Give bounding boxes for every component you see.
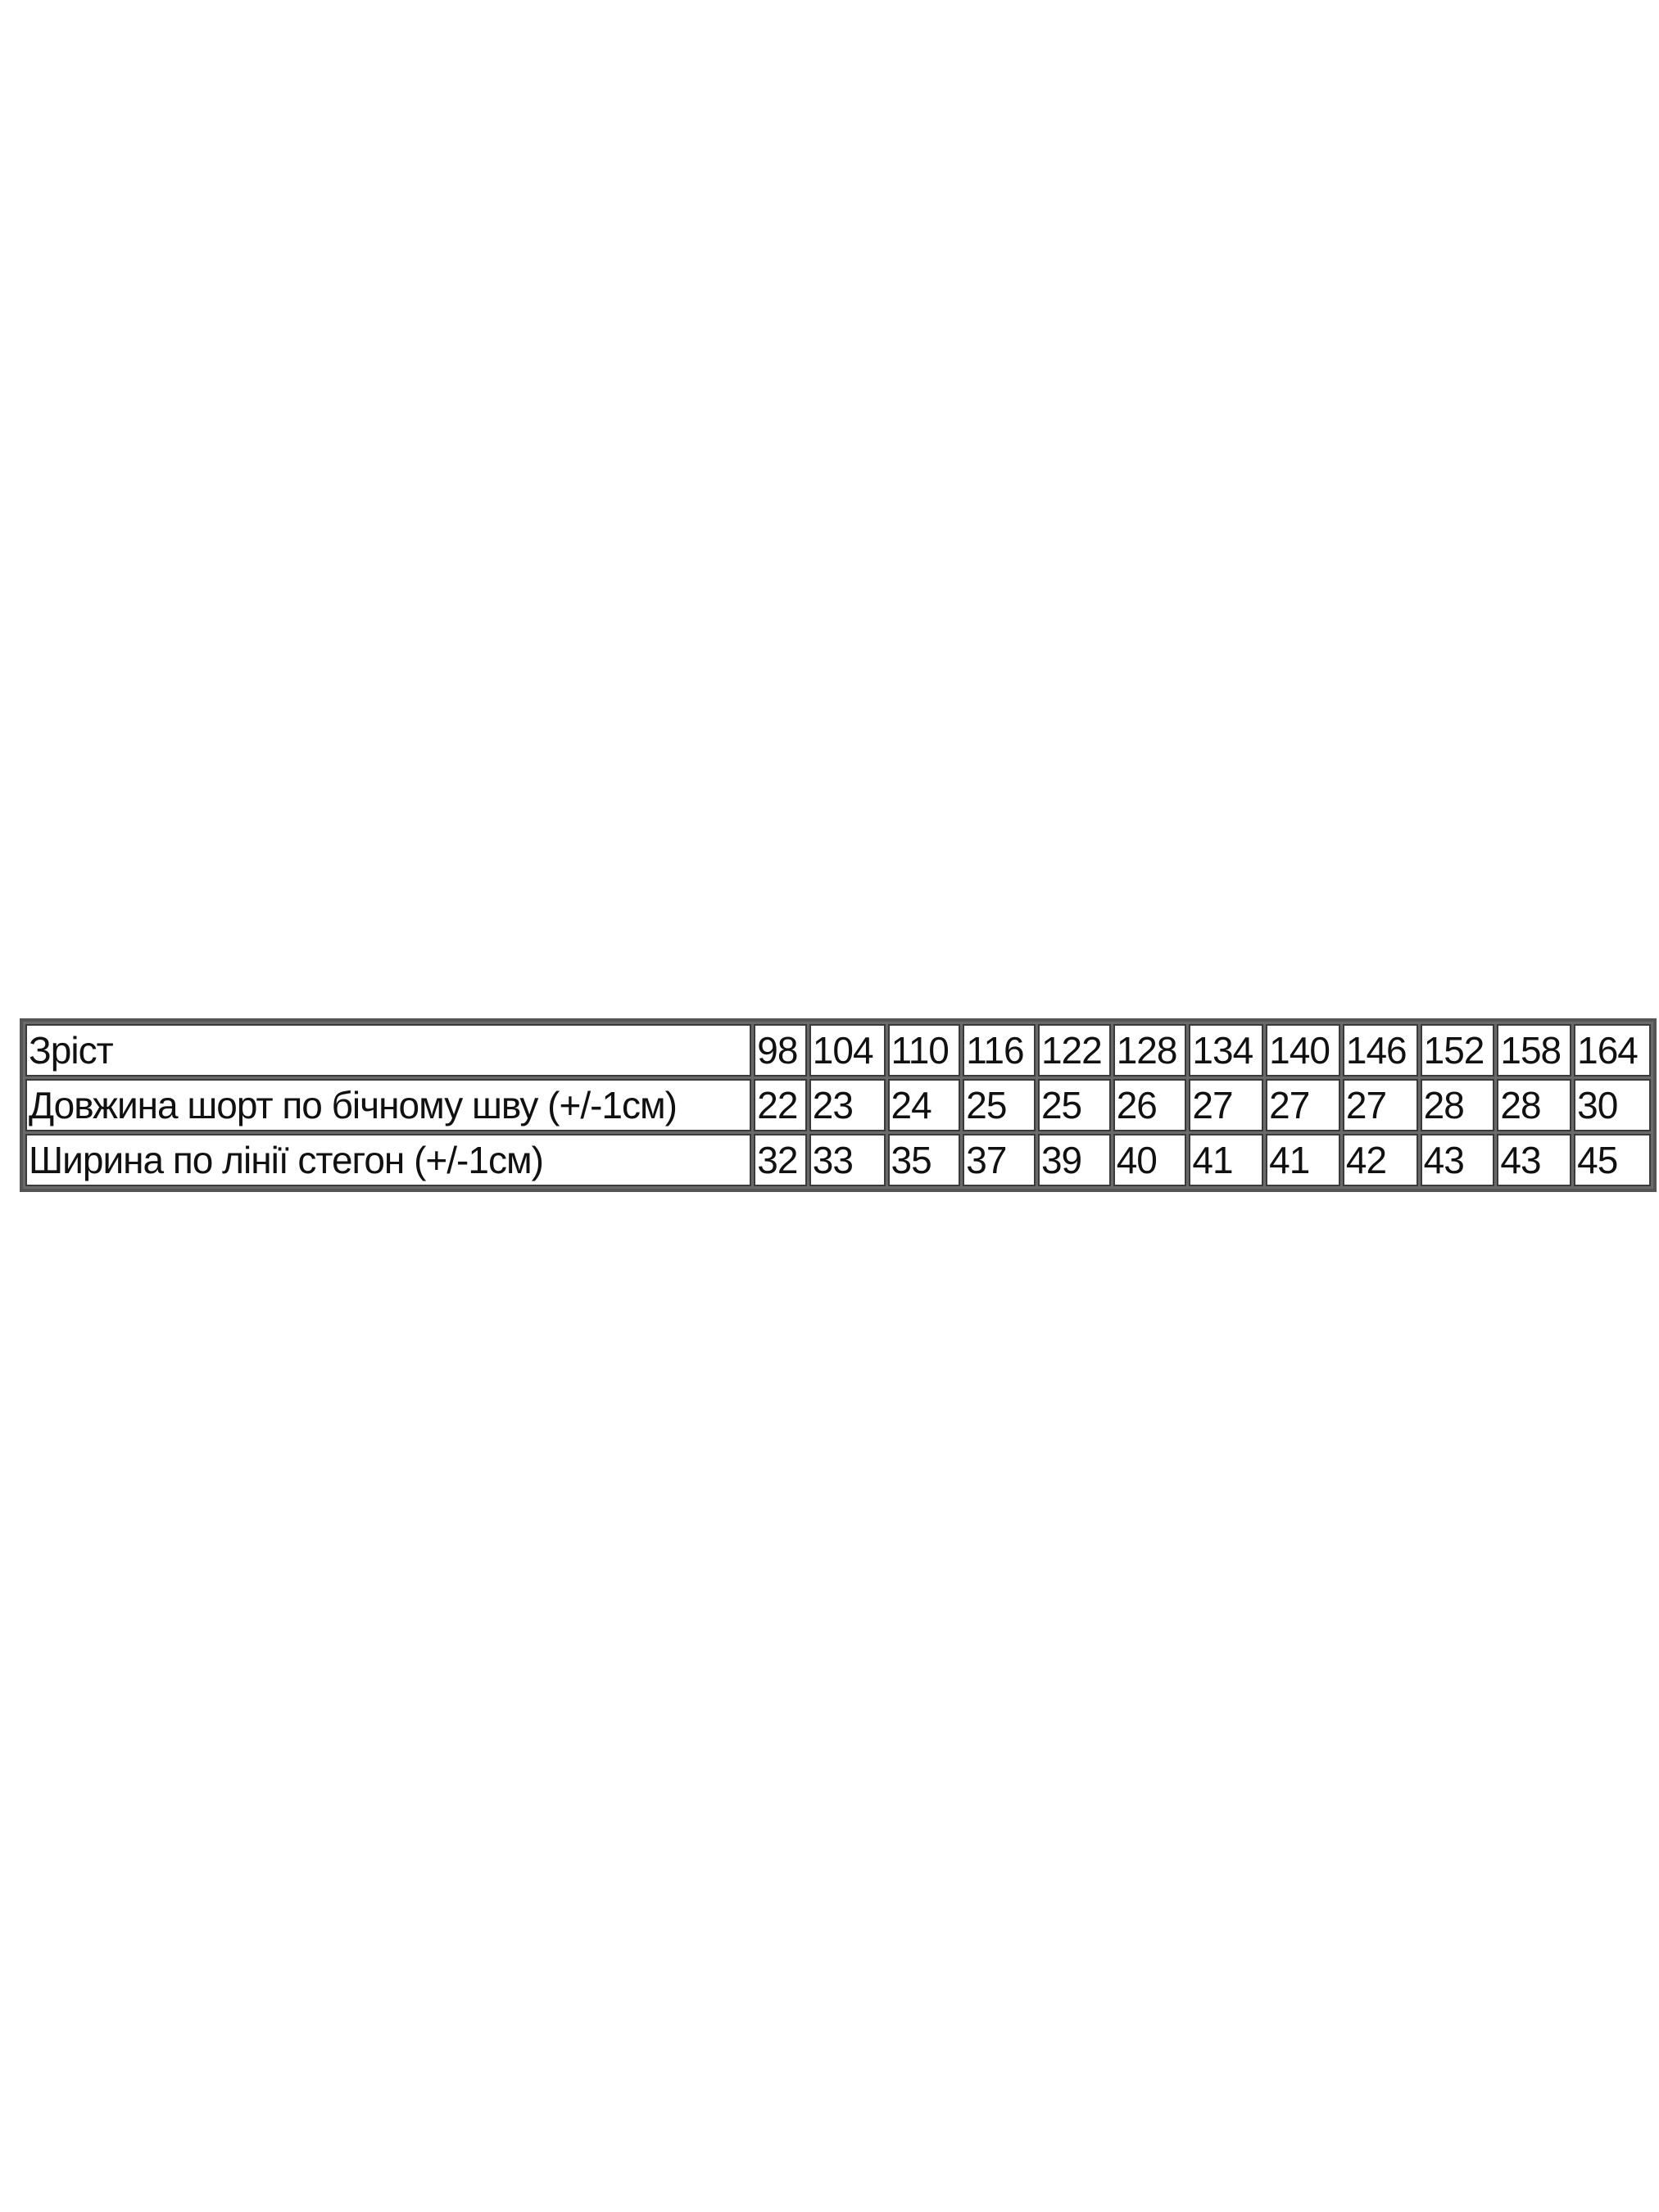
table-cell: 27: [1266, 1079, 1340, 1131]
table-cell: 110: [887, 1024, 961, 1077]
table-cell: 28: [1497, 1079, 1572, 1131]
table-cell: 128: [1113, 1024, 1187, 1077]
table-cell: 104: [809, 1024, 886, 1077]
table-row: Зріст 98 104 110 116 122 128 134 140 146 152 158 164: [25, 1024, 1651, 1077]
table-cell: 164: [1574, 1024, 1651, 1077]
table-cell: 134: [1189, 1024, 1264, 1077]
table-cell: 26: [1113, 1079, 1187, 1131]
table-cell: 30: [1574, 1079, 1651, 1131]
table-cell: 42: [1342, 1134, 1418, 1186]
table-cell: 27: [1189, 1079, 1264, 1131]
table-cell: 33: [809, 1134, 886, 1186]
table-cell: 27: [1342, 1079, 1418, 1131]
table-cell: 158: [1497, 1024, 1572, 1077]
table-cell: 25: [963, 1079, 1036, 1131]
table-cell: 146: [1342, 1024, 1418, 1077]
table-row: Ширина по лінії стегон (+/-1см) 32 33 35 37 3…: [25, 1134, 1651, 1186]
table-cell: 43: [1497, 1134, 1572, 1186]
table-cell: 43: [1420, 1134, 1495, 1186]
table-cell: 122: [1037, 1024, 1111, 1077]
table-cell: 24: [887, 1079, 961, 1131]
table-cell: 45: [1574, 1134, 1651, 1186]
row-label: Зріст: [25, 1024, 752, 1077]
table-cell: 98: [754, 1024, 807, 1077]
table-cell: 32: [754, 1134, 807, 1186]
table-cell: 23: [809, 1079, 886, 1131]
table-cell: 39: [1037, 1134, 1111, 1186]
table-cell: 140: [1266, 1024, 1340, 1077]
table-cell: 28: [1420, 1079, 1495, 1131]
table-cell: 40: [1113, 1134, 1187, 1186]
row-label: Довжина шорт по бічному шву (+/-1см): [25, 1079, 752, 1131]
table-cell: 41: [1189, 1134, 1264, 1186]
size-chart-table: Зріст 98 104 110 116 122 128 134 140 146 152 158 164…: [20, 1018, 1657, 1192]
row-label: Ширина по лінії стегон (+/-1см): [25, 1134, 752, 1186]
table-cell: 25: [1037, 1079, 1111, 1131]
table-row: Довжина шорт по бічному шву (+/-1см) 22 23…: [25, 1079, 1651, 1131]
table-cell: 116: [963, 1024, 1036, 1077]
table-cell: 37: [963, 1134, 1036, 1186]
table-cell: 152: [1420, 1024, 1495, 1077]
table-cell: 41: [1266, 1134, 1340, 1186]
table-cell: 35: [887, 1134, 961, 1186]
table-cell: 22: [754, 1079, 807, 1131]
